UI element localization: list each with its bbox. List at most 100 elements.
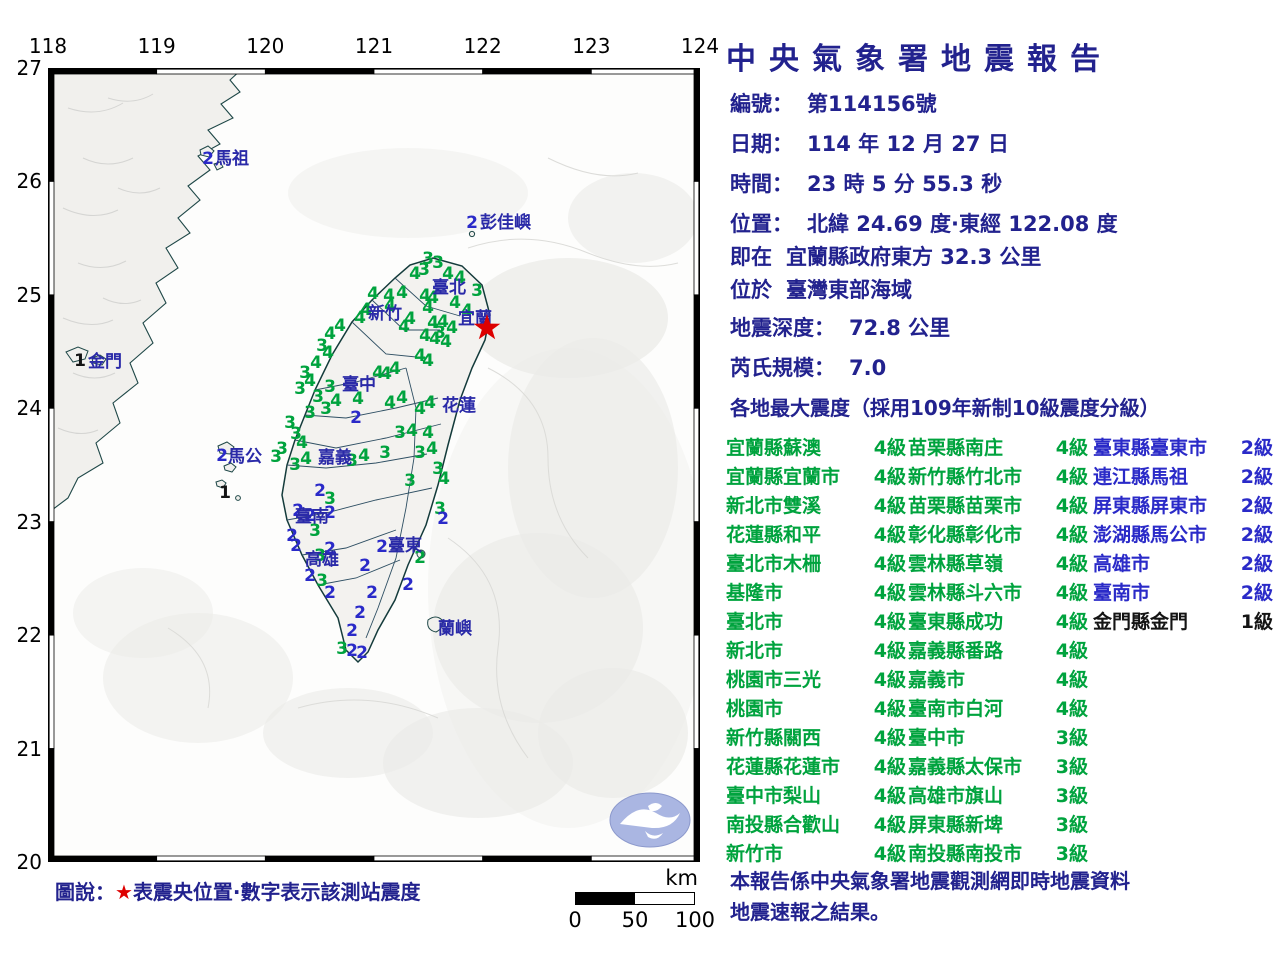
station-intensity-number: 2 xyxy=(304,566,316,586)
longitude-tick: 119 xyxy=(137,34,176,58)
intensity-location: 桃園市 xyxy=(726,698,784,720)
report-row: 位於 臺灣東部海域 xyxy=(730,274,912,304)
station-intensity-number: 3 xyxy=(418,260,430,280)
station-intensity-number: 4 xyxy=(419,326,431,346)
station-intensity-number: 3 xyxy=(471,281,483,301)
report-row-value: 72.8 公里 xyxy=(849,316,951,340)
intensity-level: 4級 xyxy=(1055,524,1088,546)
station-intensity-number: 4 xyxy=(426,439,438,459)
intensity-location: 嘉義縣太保市 xyxy=(908,756,1023,778)
report-row-label: 地震深度： xyxy=(730,316,835,340)
station-intensity-number: 3 xyxy=(324,377,336,397)
intensity-level: 4級 xyxy=(1055,640,1088,662)
intensity-level: 4級 xyxy=(873,698,906,720)
intensity-row: 花蓮縣和平 4級 xyxy=(726,519,906,548)
epicenter-star-glyph: ★ xyxy=(115,880,133,904)
longitude-tick: 124 xyxy=(680,34,720,58)
report-row: 時間： 23 時 5 分 55.3 秒 xyxy=(730,168,1002,198)
intensity-level: 4級 xyxy=(873,611,906,633)
intensity-row: 臺中市梨山 4級 xyxy=(726,780,906,809)
intensity-level: 3級 xyxy=(1055,843,1088,865)
station-intensity-number: 4 xyxy=(422,298,434,318)
intensity-level: 4級 xyxy=(1055,466,1088,488)
station-intensity-number: 4 xyxy=(384,296,396,316)
intensity-row: 臺北市木柵 4級 xyxy=(726,548,906,577)
intensity-level: 3級 xyxy=(1055,814,1088,836)
station-intensity-number: 2 xyxy=(290,536,302,556)
intensity-level: 3級 xyxy=(1055,756,1088,778)
station-intensity-number: 3 xyxy=(316,571,328,591)
scalebar-tick: 0 xyxy=(568,908,582,932)
intensity-row: 臺北市 4級 xyxy=(726,606,906,635)
intensity-level: 2級 xyxy=(1240,582,1273,604)
intensity-level: 4級 xyxy=(873,437,906,459)
report-row: 日期： 114 年 12 月 27 日 xyxy=(730,128,1009,158)
longitude-tick: 123 xyxy=(572,34,611,58)
station-intensity-number: 4 xyxy=(446,318,458,338)
cwa-logo xyxy=(609,792,691,848)
intensity-level: 2級 xyxy=(1240,524,1273,546)
intensity-location: 基隆市 xyxy=(726,582,784,604)
intensity-location: 苗栗縣苗栗市 xyxy=(908,495,1023,517)
intensity-row: 基隆市 4級 xyxy=(726,577,906,606)
station-intensity-number: 3 xyxy=(320,399,332,419)
city-label: 臺南 xyxy=(295,506,329,527)
station-intensity-number: 3 xyxy=(434,323,446,343)
city-label: 高雄 xyxy=(305,549,339,570)
intensity-row: 宜蘭縣蘇澳 4級 xyxy=(726,432,906,461)
report-row-label: 位置： xyxy=(730,212,793,236)
station-intensity-number: 2 xyxy=(437,509,449,529)
station-intensity-number: 3 xyxy=(404,471,416,491)
station-intensity-number: 4 xyxy=(330,391,342,411)
station-intensity-number: 4 xyxy=(440,332,452,352)
intensity-row: 臺南市 2級 xyxy=(1093,577,1273,606)
intensity-location: 桃園市三光 xyxy=(726,669,822,691)
intensity-location: 臺東縣臺東市 xyxy=(1093,437,1208,459)
station-intensity-number: 2 xyxy=(359,556,371,576)
intensity-level: 4級 xyxy=(873,495,906,517)
intensity-row: 新北市 4級 xyxy=(726,635,906,664)
epicenter-star xyxy=(473,314,501,340)
intensity-level: 3級 xyxy=(1055,727,1088,749)
intensity-location: 臺中市 xyxy=(908,727,966,749)
station-intensity-number: 2 xyxy=(376,537,388,557)
intensity-location: 花蓮縣和平 xyxy=(726,524,822,546)
station-intensity-number: 2 xyxy=(402,575,414,595)
intensity-row: 新竹市 4級 xyxy=(726,838,906,867)
station-intensity-number: 2 xyxy=(350,408,362,428)
footer-line-2: 地震速報之結果。 xyxy=(730,900,890,924)
intensity-location: 花蓮縣花蓮市 xyxy=(726,756,841,778)
intensity-location: 臺南市白河 xyxy=(908,698,1004,720)
station-intensity-number: 2 xyxy=(346,641,358,661)
intensity-row: 南投縣南投市 3級 xyxy=(908,838,1088,867)
intensity-level: 4級 xyxy=(1055,669,1088,691)
station-intensity-number: 4 xyxy=(324,324,336,344)
intensity-row: 苗栗縣南庄 4級 xyxy=(908,432,1088,461)
station-intensity-number: 4 xyxy=(310,353,322,373)
station-intensity-number: 2 xyxy=(292,501,304,521)
intensity-location: 雲林縣草嶺 xyxy=(908,553,1004,575)
report-row-label: 時間： xyxy=(730,172,793,196)
longitude-tick: 121 xyxy=(354,34,394,58)
latitude-tick: 25 xyxy=(16,282,42,307)
intensity-location: 金門縣金門 xyxy=(1093,611,1189,633)
longitude-tick: 118 xyxy=(28,34,68,58)
station-intensity-number: 4 xyxy=(414,346,426,366)
intensity-row: 桃園市 4級 xyxy=(726,693,906,722)
intensity-location: 南投縣合歡山 xyxy=(726,814,841,836)
intensity-row: 宜蘭縣宜蘭市 4級 xyxy=(726,461,906,490)
intensity-location: 苗栗縣南庄 xyxy=(908,437,1004,459)
report-row-value: 宜蘭縣政府東方 32.3 公里 xyxy=(786,245,1042,269)
intensity-location: 連江縣馬祖 xyxy=(1093,466,1189,488)
intensity-level: 4級 xyxy=(873,640,906,662)
intensity-location: 臺北市木柵 xyxy=(726,553,822,575)
city-label: 新竹 xyxy=(368,303,402,324)
station-intensity-number: 4 xyxy=(429,329,441,349)
station-intensity-number: 2 xyxy=(354,603,366,623)
intensity-row: 高雄市 2級 xyxy=(1093,548,1273,577)
station-intensity-number: 4 xyxy=(334,316,346,336)
footer-line-1: 本報告係中央氣象署地震觀測網即時地震資料 xyxy=(730,869,1130,893)
intensity-row: 彰化縣彰化市 4級 xyxy=(908,519,1088,548)
report-title: 中央氣象署地震報告 xyxy=(726,42,1113,77)
